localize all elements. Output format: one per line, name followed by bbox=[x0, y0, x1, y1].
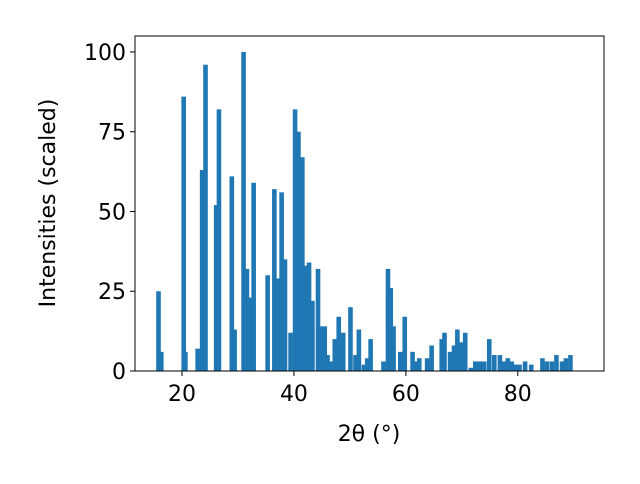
bar bbox=[247, 297, 253, 371]
bar bbox=[319, 326, 324, 371]
bar bbox=[288, 332, 293, 371]
bar bbox=[336, 316, 342, 371]
bar bbox=[549, 361, 555, 371]
bar bbox=[563, 358, 569, 371]
y-tick-label: 75 bbox=[98, 121, 126, 146]
bar bbox=[241, 51, 246, 371]
bar bbox=[292, 109, 298, 371]
bar bbox=[500, 361, 506, 371]
y-axis-label: Intensities (scaled) bbox=[36, 99, 61, 308]
bar bbox=[195, 348, 200, 371]
bar bbox=[213, 205, 219, 371]
bar bbox=[244, 268, 250, 371]
y-tick-label: 100 bbox=[84, 41, 126, 66]
bar bbox=[486, 339, 492, 371]
bar bbox=[272, 189, 277, 371]
bar bbox=[424, 358, 430, 371]
bar bbox=[492, 355, 497, 371]
bar bbox=[325, 355, 330, 371]
x-tick-label: 40 bbox=[280, 382, 308, 407]
bar bbox=[385, 268, 391, 371]
bar bbox=[251, 182, 256, 371]
bar bbox=[181, 96, 186, 371]
bar bbox=[468, 367, 474, 371]
bar bbox=[477, 361, 483, 371]
y-tick-label: 50 bbox=[98, 200, 126, 225]
bar bbox=[368, 339, 373, 371]
bar bbox=[340, 332, 346, 371]
bar bbox=[455, 329, 460, 371]
bar bbox=[559, 361, 565, 371]
bar bbox=[296, 131, 301, 371]
bar bbox=[439, 339, 444, 371]
bar bbox=[417, 358, 422, 371]
bar bbox=[505, 358, 511, 371]
bar bbox=[156, 291, 161, 371]
bar bbox=[540, 358, 545, 371]
bar bbox=[348, 307, 353, 371]
x-axis-label: 2θ (°) bbox=[338, 422, 401, 447]
bar bbox=[513, 364, 518, 371]
bar bbox=[381, 361, 386, 371]
bar bbox=[458, 342, 464, 371]
bar bbox=[522, 361, 528, 371]
bar bbox=[429, 345, 434, 371]
bar bbox=[528, 364, 534, 371]
y-tick-label: 0 bbox=[112, 360, 126, 385]
bar bbox=[544, 361, 550, 371]
y-tick-label: 25 bbox=[98, 280, 126, 305]
bar bbox=[306, 262, 312, 371]
bar bbox=[497, 355, 503, 371]
bar bbox=[183, 351, 188, 371]
bar bbox=[332, 339, 338, 371]
bar bbox=[300, 157, 305, 371]
bar bbox=[481, 361, 487, 371]
bar bbox=[462, 332, 468, 371]
bar bbox=[328, 361, 334, 371]
bar bbox=[472, 361, 478, 371]
bar bbox=[397, 351, 403, 371]
bar bbox=[199, 170, 205, 371]
bar bbox=[353, 355, 358, 371]
bar bbox=[442, 332, 447, 371]
x-tick-label: 60 bbox=[392, 382, 420, 407]
bar bbox=[229, 176, 235, 371]
bar bbox=[216, 109, 222, 371]
bar bbox=[203, 64, 208, 371]
bar bbox=[356, 329, 362, 371]
bar bbox=[159, 351, 164, 371]
plot-frame bbox=[134, 35, 605, 372]
x-tick-label: 80 bbox=[504, 382, 532, 407]
bar bbox=[279, 192, 284, 371]
bar bbox=[554, 355, 559, 371]
bar bbox=[402, 316, 408, 371]
bar bbox=[310, 300, 315, 371]
bar bbox=[265, 275, 270, 371]
bar bbox=[391, 326, 396, 371]
bar bbox=[517, 364, 522, 371]
bar bbox=[315, 268, 321, 371]
bar bbox=[388, 288, 394, 371]
bar bbox=[364, 358, 370, 371]
bar bbox=[509, 361, 514, 371]
bar bbox=[275, 278, 281, 371]
bar bbox=[447, 351, 453, 371]
bar bbox=[410, 351, 415, 371]
bar bbox=[451, 345, 457, 371]
bar bbox=[302, 265, 308, 371]
bar bbox=[568, 355, 573, 371]
bar bbox=[232, 329, 237, 371]
bar bbox=[361, 364, 367, 371]
bar bbox=[282, 259, 288, 371]
bar bbox=[414, 361, 419, 371]
x-tick-label: 20 bbox=[168, 382, 196, 407]
bar bbox=[322, 326, 328, 371]
